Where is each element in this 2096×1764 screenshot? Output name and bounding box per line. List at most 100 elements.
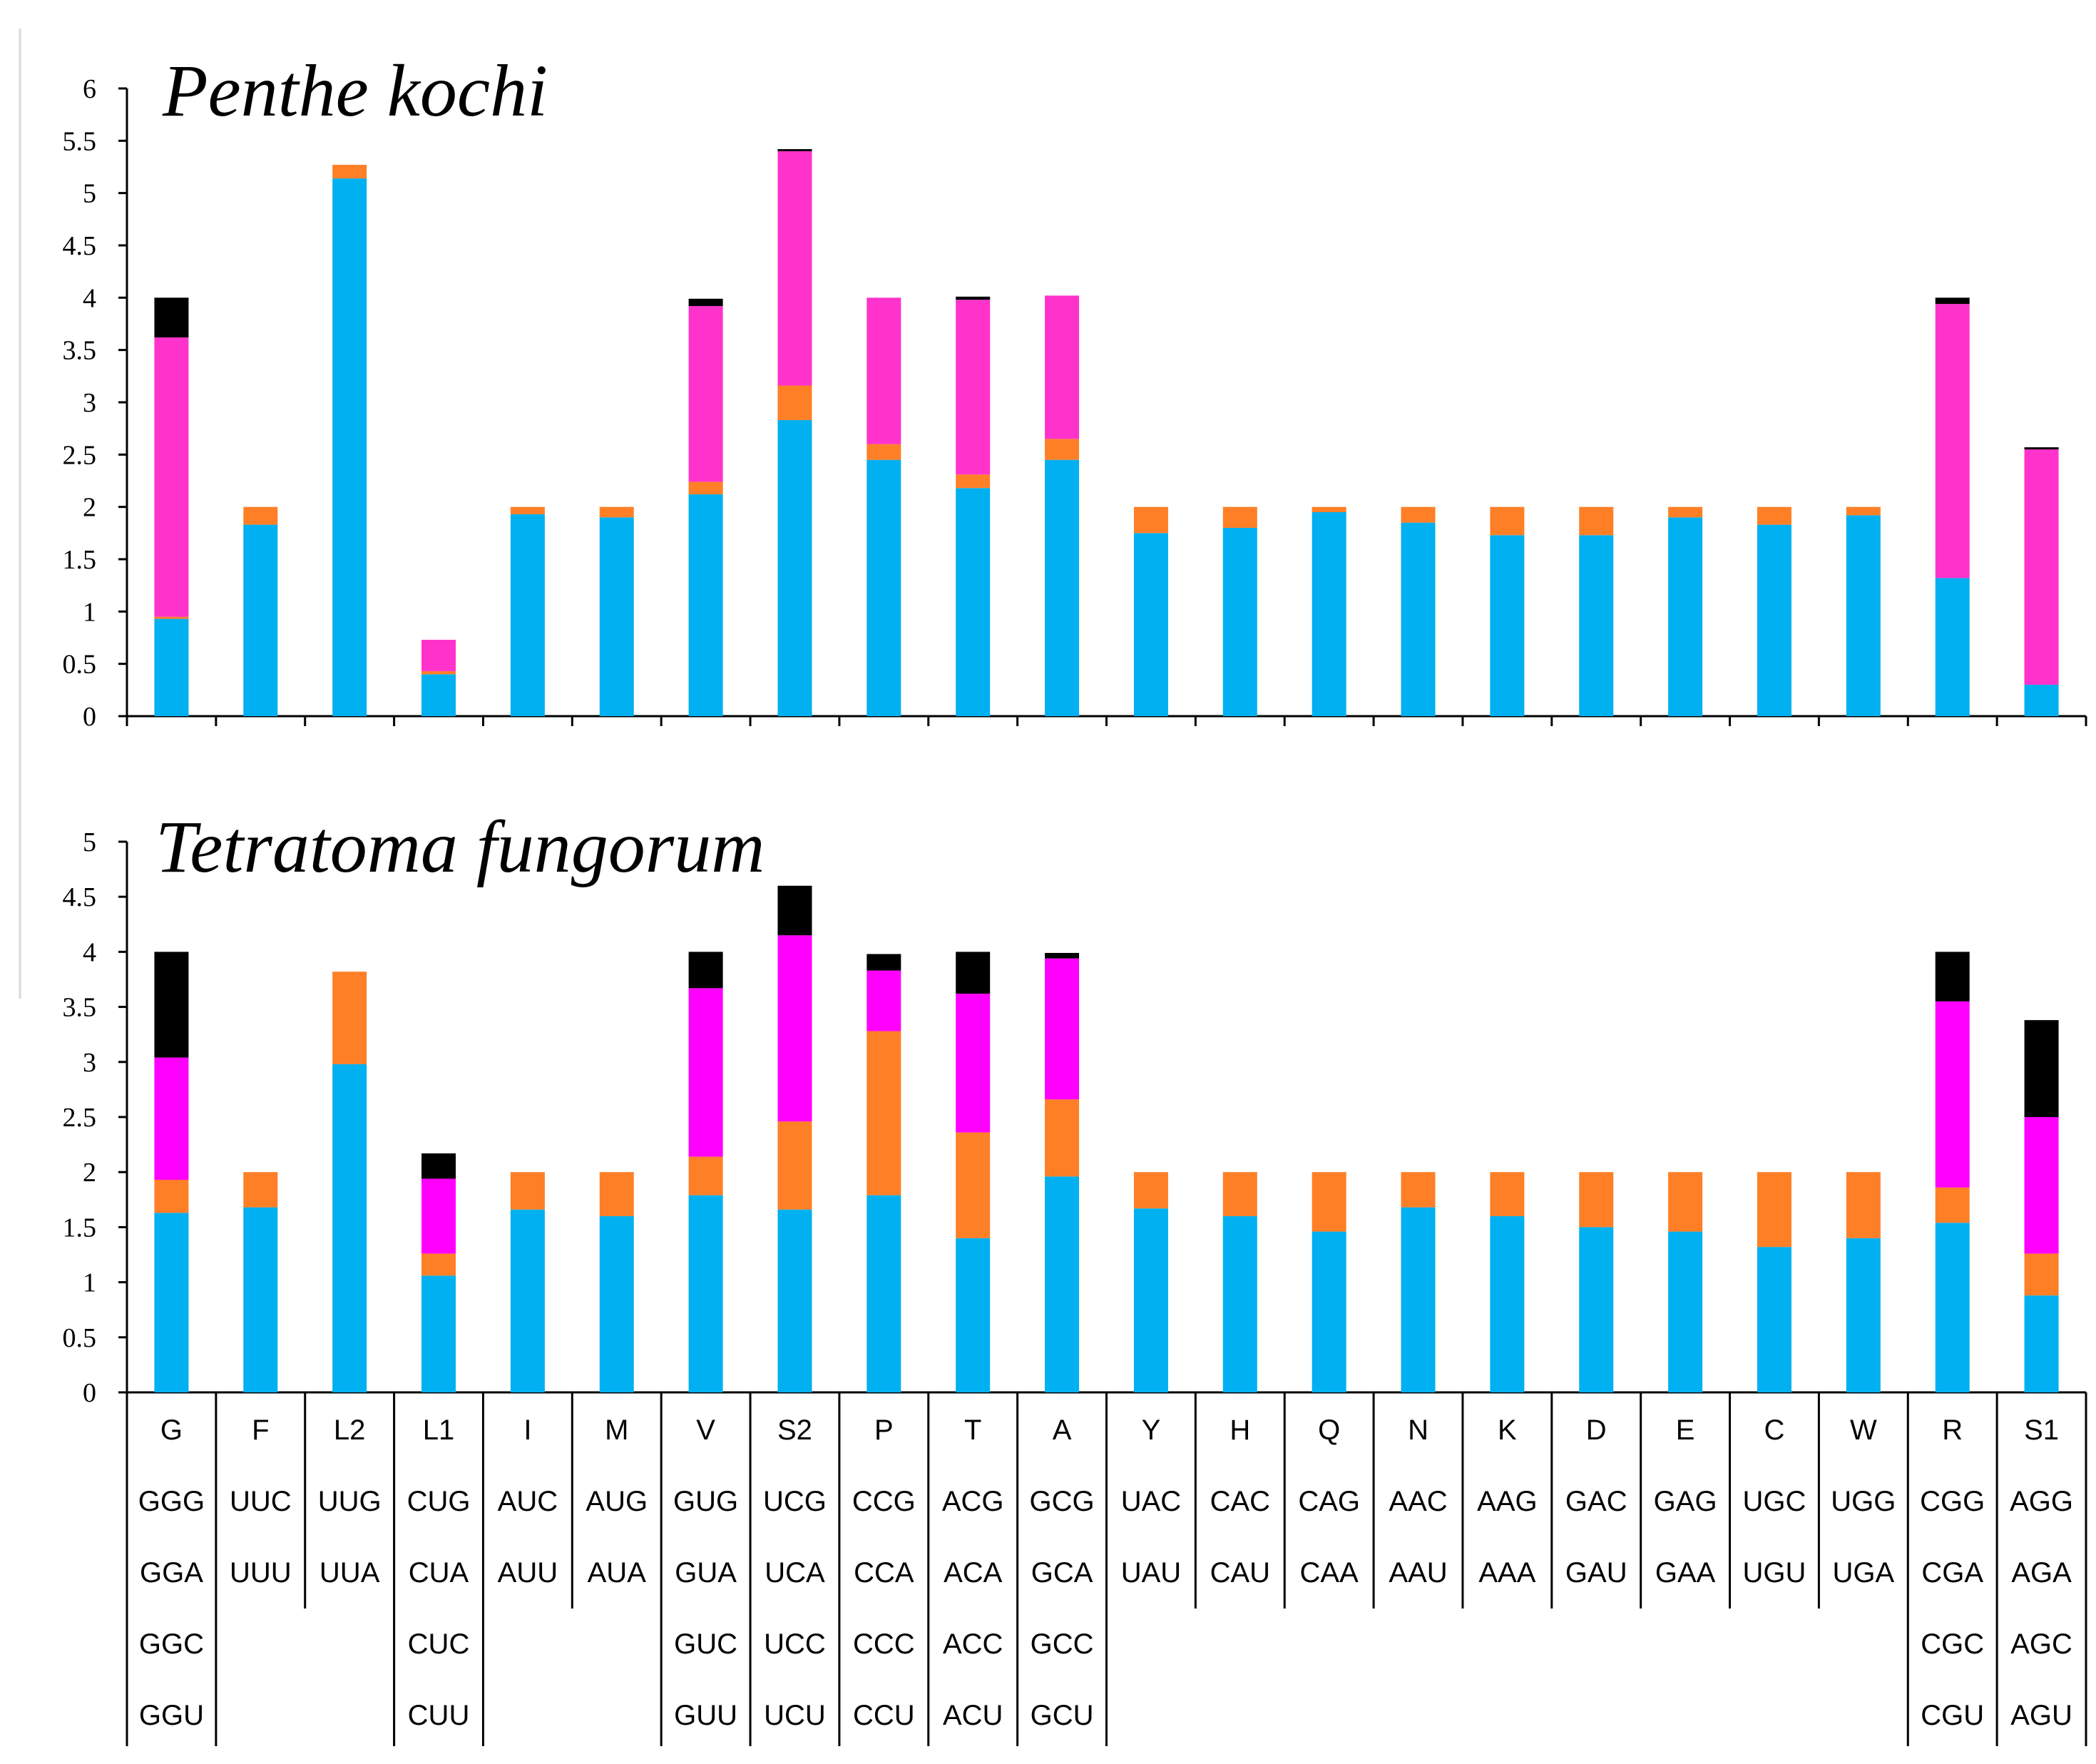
y-tick-label: 2 — [83, 1158, 96, 1188]
bar-L1-series-2 — [421, 671, 456, 675]
bar-P-series-2 — [866, 444, 901, 460]
bar-G-series-4 — [154, 952, 189, 1058]
bar-V-series-3 — [688, 988, 723, 1157]
amino-acid-label: W — [1850, 1414, 1877, 1446]
amino-acid-label: L1 — [423, 1414, 455, 1446]
penthe-kochi-chart: Penthe kochi 0 0.5 1 1.5 2 2.5 3 3.5 4 4.5 5 5.5 6 — [63, 50, 2087, 732]
bar-E-series-1 — [1668, 1231, 1703, 1392]
bar-M-series-2 — [599, 1172, 634, 1216]
bar-I-series-1 — [510, 514, 545, 716]
bar-T-series-4 — [956, 296, 991, 300]
amino-acid-label: G — [160, 1414, 183, 1446]
bar-S2-series-1 — [777, 419, 812, 716]
bar-C-series-1 — [1757, 1247, 1791, 1392]
bar-T-series-1 — [956, 1238, 991, 1392]
bar-P-series-2 — [866, 1031, 901, 1195]
codon-label: GCA — [1031, 1557, 1093, 1589]
y-tick-label: 1.5 — [63, 545, 97, 575]
codon-label: CAG — [1298, 1486, 1360, 1517]
bar-Q-series-1 — [1312, 512, 1346, 716]
bar-S2-series-2 — [777, 385, 812, 420]
codon-label: GUA — [675, 1557, 737, 1589]
codon-label: CCG — [852, 1486, 916, 1517]
amino-acid-label: Y — [1142, 1414, 1161, 1446]
y-tick-label: 2.5 — [63, 1103, 97, 1133]
y-tick-label: 4.5 — [63, 231, 97, 261]
bar-P-series-1 — [866, 1195, 901, 1392]
codon-label: UCG — [763, 1486, 827, 1517]
codon-label: GAG — [1654, 1486, 1717, 1517]
bar-C-series-2 — [1757, 506, 1791, 525]
codon-label: AGG — [2010, 1486, 2073, 1517]
bar-R-series-3 — [1935, 304, 1970, 578]
bar-G-series-1 — [154, 618, 189, 716]
bar-W-series-1 — [1846, 515, 1881, 716]
codon-label: CCC — [853, 1628, 915, 1660]
bar-I-series-2 — [510, 1172, 545, 1210]
codon-label: ACU — [943, 1700, 1003, 1731]
bar-S1-series-2 — [2024, 1253, 2059, 1296]
bar-N-series-1 — [1401, 1207, 1436, 1392]
bar-E-series-1 — [1668, 517, 1703, 716]
codon-label: ACA — [944, 1557, 1003, 1589]
amino-acid-label: D — [1586, 1414, 1607, 1446]
amino-acid-label: M — [605, 1414, 628, 1446]
bar-A-series-4 — [1045, 952, 1080, 959]
bar-G-series-1 — [154, 1213, 189, 1392]
amino-acid-label: S1 — [2024, 1414, 2059, 1446]
bar-V-series-2 — [688, 481, 723, 495]
bar-T-series-3 — [956, 300, 991, 475]
y-tick-label: 5 — [83, 827, 96, 857]
bar-R-series-4 — [1935, 952, 1970, 1001]
codon-label: CGG — [1920, 1486, 1985, 1517]
bar-H-series-2 — [1222, 1172, 1257, 1216]
bar-Q-series-1 — [1312, 1231, 1346, 1392]
amino-acid-label: H — [1230, 1414, 1250, 1446]
bar-T-series-3 — [956, 994, 991, 1133]
codon-label: GUC — [674, 1628, 737, 1660]
amino-acid-label: P — [874, 1414, 894, 1446]
codon-label: GUG — [673, 1486, 738, 1517]
bar-L1-series-3 — [421, 639, 456, 671]
y-tick-label: 3 — [83, 1048, 96, 1078]
bar-I-series-2 — [510, 506, 545, 514]
bar-Y-series-2 — [1133, 506, 1168, 534]
bar-L1-series-2 — [421, 1253, 456, 1276]
codon-label: GCC — [1031, 1628, 1094, 1660]
codon-label: AGA — [2011, 1557, 2072, 1589]
bar-K-series-2 — [1490, 1172, 1525, 1216]
bar-S1-series-4 — [2024, 447, 2059, 449]
bar-F-series-2 — [243, 1172, 278, 1208]
bar-R-series-1 — [1935, 578, 1970, 716]
bar-I-series-1 — [510, 1209, 545, 1392]
codon-label: UUA — [319, 1557, 380, 1589]
bar-L2-series-1 — [332, 178, 367, 717]
amino-acid-label: T — [964, 1414, 981, 1446]
bar-F-series-1 — [243, 1207, 278, 1392]
codon-label: AAG — [1477, 1486, 1537, 1517]
bar-R-series-3 — [1935, 1001, 1970, 1188]
bar-S2-series-3 — [777, 151, 812, 386]
bar-Q-series-2 — [1312, 506, 1346, 512]
bar-L2-series-1 — [332, 1064, 367, 1392]
y-tick-label: 3.5 — [63, 993, 97, 1023]
bar-P-series-1 — [866, 459, 901, 716]
codon-label: CAA — [1300, 1557, 1359, 1589]
bar-A-series-2 — [1045, 439, 1080, 460]
bar-W-series-1 — [1846, 1238, 1881, 1392]
codon-label: UUG — [318, 1486, 382, 1517]
bar-L1-series-4 — [421, 1153, 456, 1179]
bar-Q-series-2 — [1312, 1172, 1346, 1232]
codon-label: GAA — [1655, 1557, 1716, 1589]
codon-label: CAU — [1210, 1557, 1270, 1589]
bar-P-series-4 — [866, 954, 901, 971]
codon-label: ACG — [942, 1486, 1004, 1517]
bar-E-series-2 — [1668, 506, 1703, 518]
codon-label: UGA — [1832, 1557, 1894, 1589]
bar-K-series-1 — [1490, 1215, 1525, 1392]
amino-acid-label: V — [696, 1414, 715, 1446]
bar-C-series-2 — [1757, 1172, 1791, 1248]
codon-label: GUU — [674, 1700, 737, 1731]
codon-label: UGG — [1831, 1486, 1896, 1517]
codon-label: CUG — [407, 1486, 471, 1517]
